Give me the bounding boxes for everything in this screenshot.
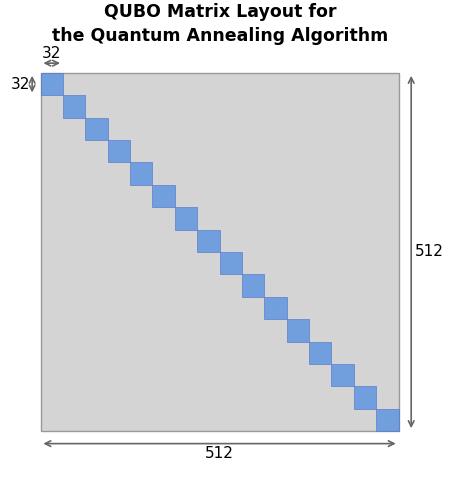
Bar [219,252,241,275]
Bar [375,409,398,431]
Bar [264,297,286,319]
Bar [107,140,130,162]
Bar [85,118,107,140]
Text: 32: 32 [42,46,61,61]
Bar [331,364,353,386]
Text: 512: 512 [205,446,234,461]
Title: QUBO Matrix Layout for
the Quantum Annealing Algorithm: QUBO Matrix Layout for the Quantum Annea… [52,3,388,45]
Bar [152,185,175,207]
Bar [130,162,152,185]
Bar [286,319,308,341]
Bar [241,275,264,297]
Bar [41,73,63,95]
Bar [63,95,85,118]
Bar [41,73,398,431]
Text: 512: 512 [414,245,442,259]
Bar [308,341,331,364]
Bar [175,207,197,230]
Text: 32: 32 [11,77,30,92]
Bar [197,230,219,252]
Bar [353,386,375,409]
